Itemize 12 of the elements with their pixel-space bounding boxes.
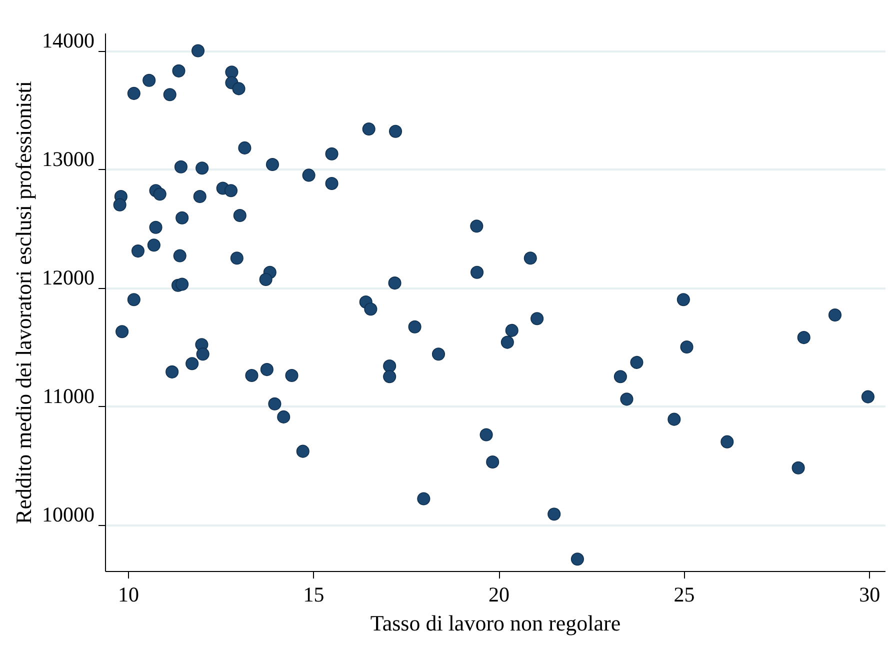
y-axis-title: Reddito medio dei lavoratori esclusi professionisti: [11, 81, 36, 524]
x-tick-label: 15: [303, 582, 324, 606]
y-tick-label: 12000: [42, 265, 94, 290]
y-tick-label: 13000: [42, 146, 94, 171]
y-tick-label: 11000: [42, 384, 94, 408]
x-tick-label: 20: [488, 582, 510, 606]
x-tick-label: 10: [118, 582, 139, 606]
y-tick-label: 14000: [42, 28, 94, 52]
y-tick-label: 10000: [42, 502, 94, 526]
x-tick-label: 30: [859, 582, 880, 606]
x-tick-label: 25: [674, 582, 695, 606]
x-axis-title: Tasso di lavoro non regolare: [370, 610, 621, 636]
